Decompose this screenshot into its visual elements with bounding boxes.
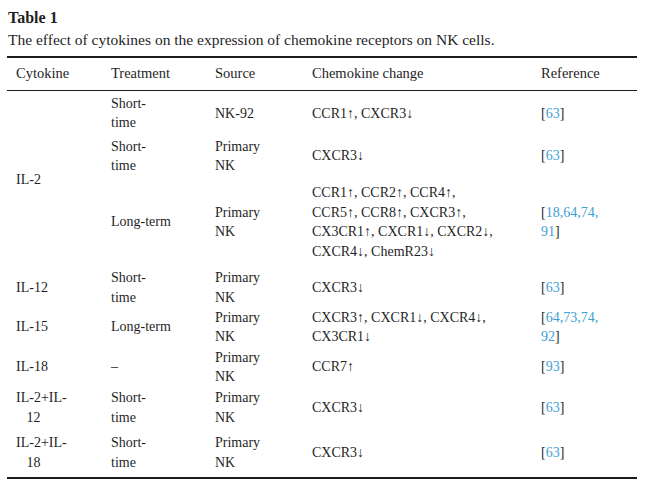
- column-header-reference: Reference: [532, 57, 637, 90]
- chemokine-change-cell: CCR1↑, CCR2↑, CCR4↑, CCR5↑, CCR8↑, CXCR3…: [303, 176, 532, 268]
- citation-separator: ,: [595, 205, 599, 220]
- reference-cell: [63]: [532, 387, 637, 428]
- table-row: IL-15Long-termPrimary NKCXCR3↑, CXCR1↓, …: [7, 307, 637, 347]
- table-row: IL-2Short- timeNK-92CCR1↑, CXCR3↓[63]: [7, 90, 637, 136]
- source-cell: Primary NK: [206, 268, 303, 307]
- chemokine-change-cell: CCR1↑, CXCR3↓: [303, 90, 532, 136]
- reference-cell: [63]: [532, 90, 637, 136]
- chemokine-change-cell: CCR7↑: [303, 347, 532, 387]
- reference-cell: [93]: [532, 347, 637, 387]
- citation-bracket: ]: [555, 224, 560, 239]
- source-cell: Primary NK: [206, 387, 303, 428]
- treatment-cell: –: [102, 347, 206, 387]
- column-header-source: Source: [206, 57, 303, 90]
- citation-link[interactable]: 63: [546, 280, 560, 295]
- treatment-cell: Long-term: [102, 176, 206, 268]
- citation-link[interactable]: 74: [581, 205, 595, 220]
- citation-link[interactable]: 73: [563, 310, 577, 325]
- column-header-cytokine: Cytokine: [7, 57, 102, 90]
- citation-separator: ,: [595, 310, 599, 325]
- cytokine-table: Cytokine Treatment Source Chemokine chan…: [7, 56, 637, 479]
- chemokine-change-cell: CXCR3↓: [303, 428, 532, 478]
- table-header: Cytokine Treatment Source Chemokine chan…: [7, 57, 637, 90]
- cytokine-cell: IL-18: [7, 347, 102, 387]
- citation-link[interactable]: 63: [546, 400, 560, 415]
- cytokine-cell: IL-2+IL- 18: [7, 428, 102, 478]
- citation-link[interactable]: 64: [546, 310, 560, 325]
- citation-bracket: ]: [560, 106, 565, 121]
- treatment-cell: Long-term: [102, 307, 206, 347]
- citation-link[interactable]: 91: [541, 224, 555, 239]
- citation-link[interactable]: 63: [546, 445, 560, 460]
- chemokine-change-cell: CXCR3↑, CXCR1↓, CXCR4↓, CX3CR1↓: [303, 307, 532, 347]
- source-cell: Primary NK: [206, 347, 303, 387]
- citation-link[interactable]: 18: [546, 205, 560, 220]
- table-row: Short- timePrimary NKCXCR3↓[63]: [7, 136, 637, 176]
- treatment-cell: Short- time: [102, 136, 206, 176]
- reference-cell: [64,73,74, 92]: [532, 307, 637, 347]
- citation-bracket: ]: [560, 445, 565, 460]
- chemokine-change-cell: CXCR3↓: [303, 136, 532, 176]
- page: Table 1 The effect of cytokines on the e…: [0, 0, 645, 492]
- citation-link[interactable]: 92: [541, 329, 555, 344]
- source-cell: NK-92: [206, 90, 303, 136]
- citation-link[interactable]: 63: [546, 148, 560, 163]
- table-row: IL-2+IL- 12Short- timePrimary NKCXCR3↓[6…: [7, 387, 637, 428]
- table-row: Long-termPrimary NKCCR1↑, CCR2↑, CCR4↑, …: [7, 176, 637, 268]
- header-row: Cytokine Treatment Source Chemokine chan…: [7, 57, 637, 90]
- source-cell: Primary NK: [206, 136, 303, 176]
- treatment-cell: Short- time: [102, 387, 206, 428]
- cytokine-cell: IL-15: [7, 307, 102, 347]
- citation-bracket: ]: [560, 400, 565, 415]
- treatment-cell: Short- time: [102, 428, 206, 478]
- chemokine-change-cell: CXCR3↓: [303, 268, 532, 307]
- treatment-cell: Short- time: [102, 268, 206, 307]
- citation-link[interactable]: 74: [581, 310, 595, 325]
- citation-bracket: ]: [560, 148, 565, 163]
- table-caption: The effect of cytokines on the expressio…: [8, 30, 638, 50]
- citation-bracket: ]: [555, 329, 560, 344]
- cytokine-cell: IL-12: [7, 268, 102, 307]
- table-row: IL-2+IL- 18Short- timePrimary NKCXCR3↓[6…: [7, 428, 637, 478]
- treatment-cell: Short- time: [102, 90, 206, 136]
- citation-link[interactable]: 63: [546, 106, 560, 121]
- reference-cell: [63]: [532, 268, 637, 307]
- reference-cell: [63]: [532, 428, 637, 478]
- table-label: Table 1: [8, 7, 638, 28]
- table-row: IL-18–Primary NKCCR7↑[93]: [7, 347, 637, 387]
- source-cell: Primary NK: [206, 428, 303, 478]
- cytokine-cell: IL-2: [7, 90, 102, 268]
- table-body: IL-2Short- timeNK-92CCR1↑, CXCR3↓[63]Sho…: [7, 90, 637, 478]
- reference-cell: [18,64,74, 91]: [532, 176, 637, 268]
- column-header-treatment: Treatment: [102, 57, 206, 90]
- citation-link[interactable]: 93: [546, 359, 560, 374]
- citation-bracket: ]: [560, 280, 565, 295]
- chemokine-change-cell: CXCR3↓: [303, 387, 532, 428]
- table-row: IL-12Short- timePrimary NKCXCR3↓[63]: [7, 268, 637, 307]
- citation-link[interactable]: 64: [563, 205, 577, 220]
- reference-cell: [63]: [532, 136, 637, 176]
- column-header-chemokine-change: Chemokine change: [303, 57, 532, 90]
- cytokine-cell: IL-2+IL- 12: [7, 387, 102, 428]
- citation-bracket: ]: [560, 359, 565, 374]
- source-cell: Primary NK: [206, 176, 303, 268]
- source-cell: Primary NK: [206, 307, 303, 347]
